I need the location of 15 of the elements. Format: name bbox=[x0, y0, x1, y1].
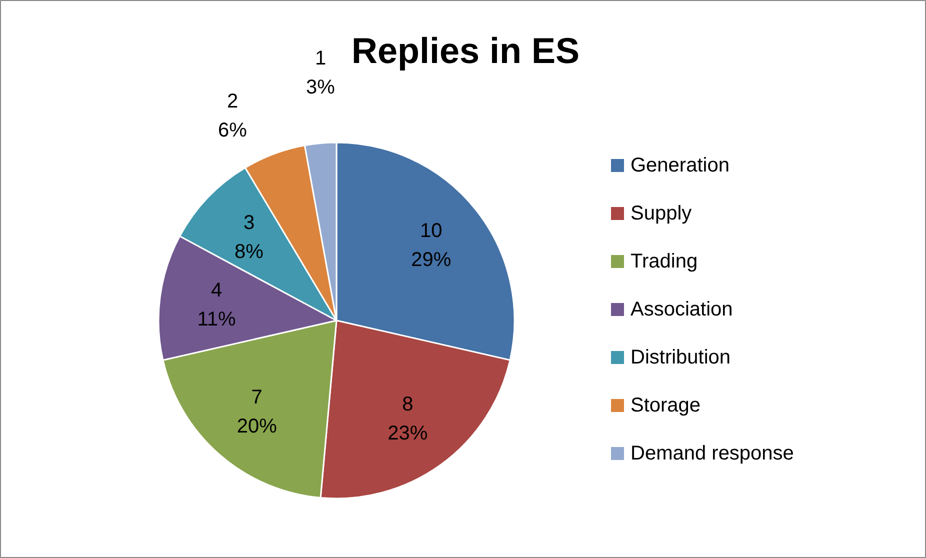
legend-label: Demand response bbox=[630, 442, 794, 464]
data-label: 1 3% bbox=[306, 48, 336, 98]
legend-label: Distribution bbox=[630, 346, 731, 368]
legend-label: Trading bbox=[630, 250, 698, 272]
data-label: 8 23% bbox=[388, 393, 428, 444]
legend-label: Association bbox=[630, 298, 733, 320]
data-label: 3 8% bbox=[234, 212, 264, 263]
data-label: 7 20% bbox=[236, 386, 278, 438]
data-label: 10 29% bbox=[411, 220, 452, 272]
legend-label: Supply bbox=[630, 202, 692, 224]
legend-label: Storage bbox=[630, 394, 701, 416]
data-label: 2 6% bbox=[218, 90, 248, 142]
chart-title: Replies in ES bbox=[351, 30, 580, 71]
legend-label: Generation bbox=[630, 154, 730, 176]
data-label: 4 11% bbox=[197, 279, 236, 330]
